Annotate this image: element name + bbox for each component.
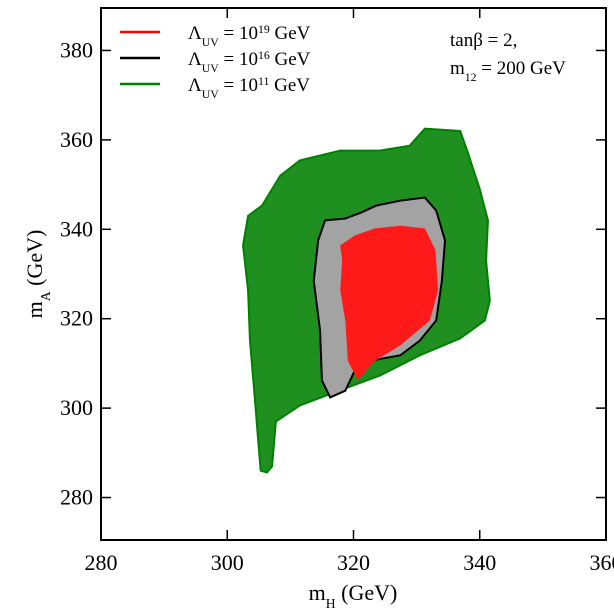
x-axis-label-part: H — [326, 596, 336, 609]
legend-label-part: GeV — [270, 23, 311, 44]
annotation: m12 = 200 GeV — [450, 58, 566, 84]
legend-label-part: UV — [202, 62, 219, 75]
annotation-part: = 200 GeV — [477, 58, 567, 79]
x-tick-label: 320 — [337, 550, 370, 575]
legend-label-part: = 10 — [219, 23, 258, 44]
legend-label-part: = 10 — [219, 75, 258, 96]
x-tick-label: 360 — [590, 550, 614, 575]
x-axis-label-part: m — [309, 580, 326, 605]
y-tick-label: 380 — [60, 37, 93, 62]
y-axis-label-part: m — [22, 301, 47, 318]
legend-label: ΛUV = 1016 GeV — [188, 49, 311, 75]
regions — [243, 129, 490, 473]
y-tick-label: 340 — [60, 216, 93, 241]
x-tick-label: 340 — [463, 550, 496, 575]
legend-label-part: GeV — [270, 49, 311, 70]
legend-label-part: UV — [202, 88, 219, 101]
y-tick-label: 360 — [60, 127, 93, 152]
legend-label-part: GeV — [269, 75, 310, 96]
annotation-part: tanβ = 2, — [450, 30, 517, 51]
legend-label-part: 11 — [258, 75, 269, 88]
x-tick-label: 280 — [85, 550, 118, 575]
y-axis-label-part: A — [38, 291, 53, 301]
legend-label-part: Λ — [188, 75, 202, 96]
x-tick-label: 300 — [211, 550, 244, 575]
y-tick-label: 320 — [60, 306, 93, 331]
x-axis-label: mH (GeV) — [309, 580, 398, 608]
annotation-part: 12 — [465, 71, 477, 84]
legend-label-part: 16 — [258, 49, 270, 62]
legend-label-part: Λ — [188, 49, 202, 70]
legend-label-part: 19 — [258, 23, 270, 36]
legend-label-part: Λ — [188, 23, 202, 44]
y-axis-label: mA (GeV) — [22, 230, 53, 319]
y-axis-label-part: (GeV) — [22, 230, 47, 292]
legend-label: ΛUV = 1011 GeV — [188, 75, 310, 101]
y-tick-label: 280 — [60, 485, 93, 510]
x-axis-label-part: (GeV) — [336, 580, 398, 605]
annotation: tanβ = 2, — [450, 30, 517, 51]
y-tick-label: 300 — [60, 395, 93, 420]
legend-label-part: = 10 — [219, 49, 258, 70]
legend-label-part: UV — [202, 36, 219, 49]
annotation-part: m — [450, 58, 465, 79]
legend-label: ΛUV = 1019 GeV — [188, 23, 311, 49]
